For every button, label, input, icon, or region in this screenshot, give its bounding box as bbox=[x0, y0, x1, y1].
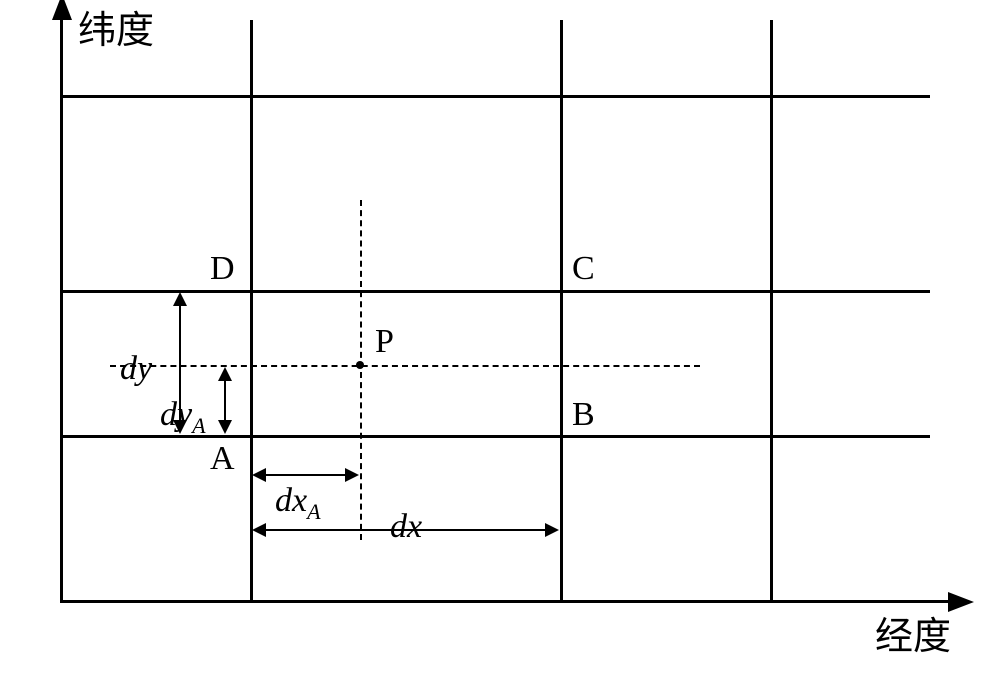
x-axis-arrow-icon bbox=[948, 592, 974, 612]
label-D: D bbox=[210, 252, 235, 286]
x-axis bbox=[60, 600, 960, 603]
label-B: B bbox=[572, 398, 595, 432]
y-axis-arrow-icon bbox=[52, 0, 72, 20]
grid-v1 bbox=[250, 20, 253, 600]
dim-dya-up-icon bbox=[218, 367, 232, 381]
label-dxa-text: dx bbox=[275, 482, 307, 519]
point-p bbox=[356, 361, 364, 369]
dash-vertical bbox=[360, 200, 362, 540]
dim-dx-left-icon bbox=[252, 523, 266, 537]
label-dy-text: dy bbox=[120, 350, 152, 387]
y-axis-label: 纬度 bbox=[78, 12, 154, 50]
label-dya: dyA bbox=[160, 398, 206, 437]
label-dxa: dxA bbox=[275, 484, 321, 523]
dash-horizontal bbox=[110, 365, 700, 367]
diagram-canvas: 纬度 经度 D C B A P dy dyA dxA dx bbox=[0, 0, 1000, 675]
label-dx: dx bbox=[390, 510, 422, 544]
grid-h2 bbox=[60, 290, 930, 293]
dim-dxa-left-icon bbox=[252, 468, 266, 482]
label-dx-text: dx bbox=[390, 508, 422, 545]
label-P: P bbox=[375, 325, 394, 359]
label-dya-text: dy bbox=[160, 396, 192, 433]
dim-dxa bbox=[255, 474, 355, 476]
dim-dya-down-icon bbox=[218, 420, 232, 434]
label-dya-sub: A bbox=[192, 413, 205, 438]
label-dxa-sub: A bbox=[307, 499, 320, 524]
x-axis-label: 经度 bbox=[875, 618, 951, 656]
dim-dx-right-icon bbox=[545, 523, 559, 537]
dim-dy-up-icon bbox=[173, 292, 187, 306]
label-dy: dy bbox=[120, 352, 152, 386]
grid-h1 bbox=[60, 95, 930, 98]
grid-v2 bbox=[560, 20, 563, 600]
grid-v3 bbox=[770, 20, 773, 600]
dim-dxa-right-icon bbox=[345, 468, 359, 482]
label-C: C bbox=[572, 252, 595, 286]
label-A: A bbox=[210, 442, 235, 476]
